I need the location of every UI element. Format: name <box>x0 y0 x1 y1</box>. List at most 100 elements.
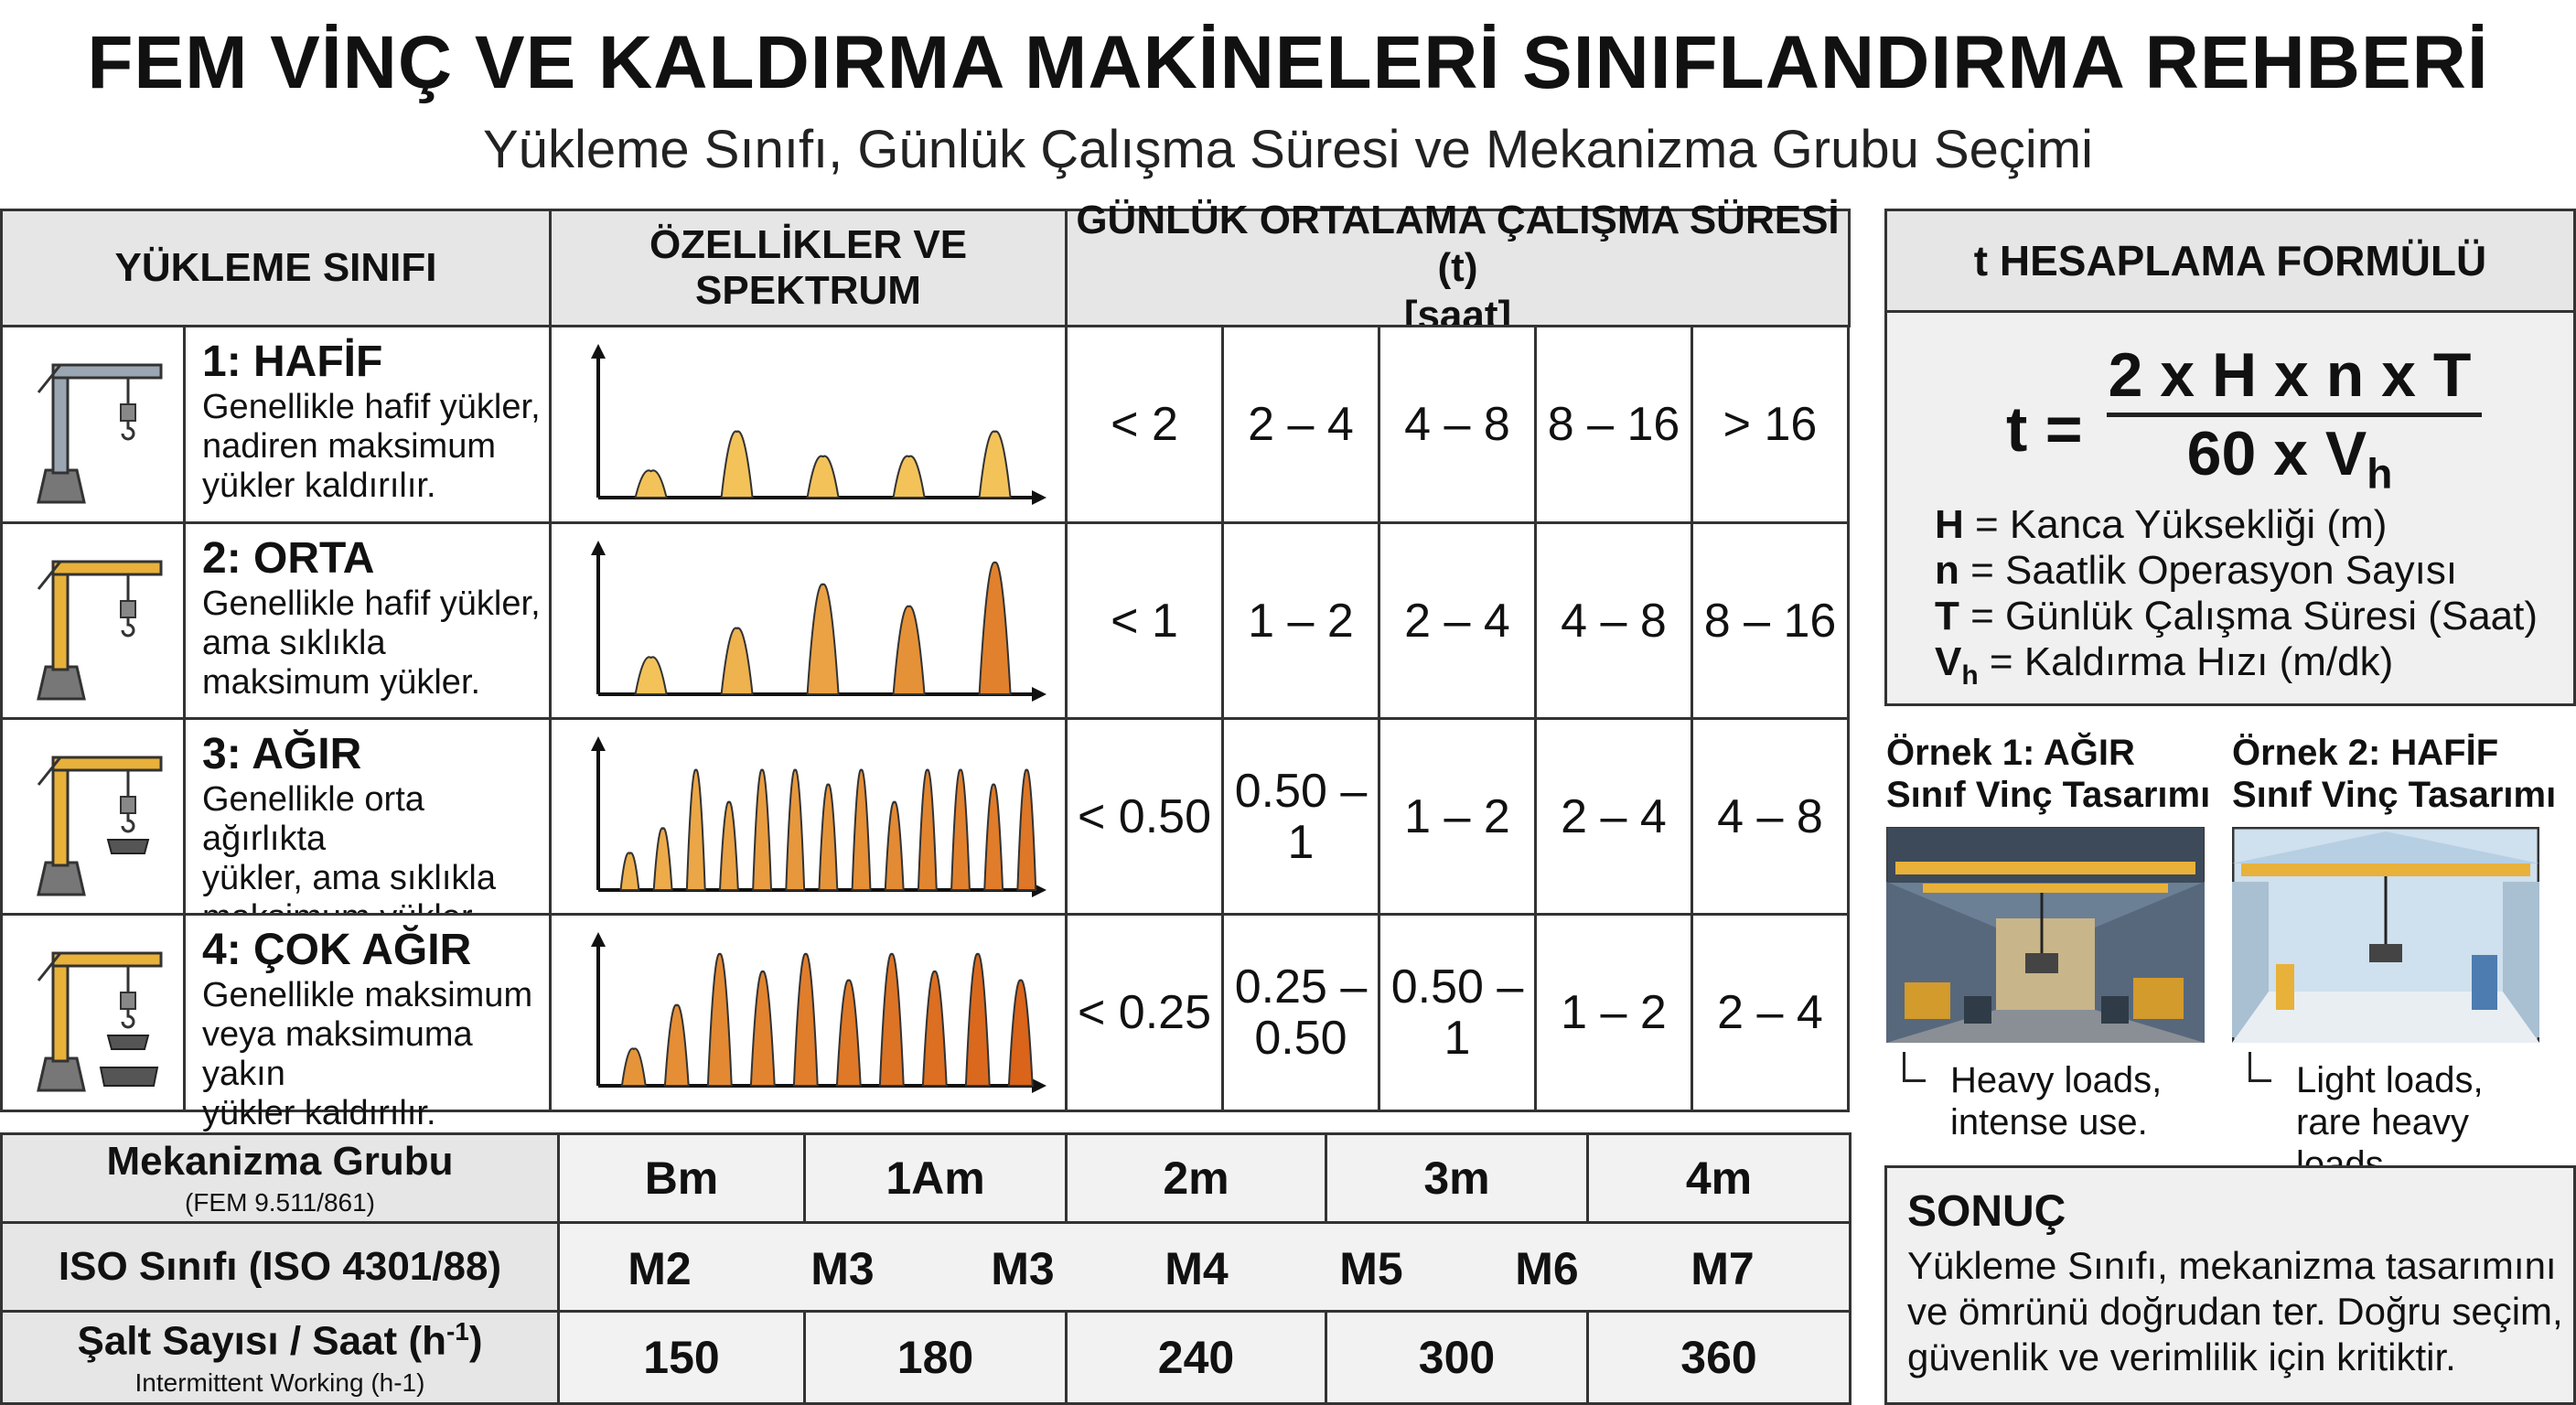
spectrum-x-arrow <box>1031 1078 1046 1093</box>
load-spectrum-chart <box>590 932 1046 1093</box>
mech-group-cell: 2m <box>1065 1132 1327 1224</box>
duration-cell: 0.25 –0.50 <box>1221 913 1380 1112</box>
variable-symbol: n <box>1935 548 1959 593</box>
class-description: 4: ÇOK AĞIR Genellikle maksimum veya maksi… <box>202 925 549 1133</box>
duration-value: 0.50 <box>1254 1012 1347 1065</box>
spectrum-peak <box>892 605 926 695</box>
duration-cell: 0.50 – 1 <box>1378 913 1537 1112</box>
spectrum-peak <box>851 768 872 891</box>
class-description-line: Genellikle hafif yükler, <box>202 585 541 623</box>
heavy-workshop-illustration <box>1886 827 2205 1043</box>
duration-value: 8 – 16 <box>1703 595 1837 648</box>
class-2-icon-cell <box>0 521 186 721</box>
spectrum-peak <box>719 430 754 499</box>
variable-description: = Kaldırma Hızı (m/dk) <box>1978 639 2394 684</box>
spectrum-peak <box>977 430 1012 499</box>
duration-value: 1 – 2 <box>1248 595 1354 648</box>
spectrum-peak <box>706 952 733 1087</box>
class-4-spectrum-cell <box>549 913 1068 1112</box>
duration-cell: 2 – 4 <box>1221 325 1380 524</box>
duration-cell: 2 – 4 <box>1690 913 1850 1112</box>
formula-denominator: 60 x Vh <box>2186 419 2393 498</box>
class-2-description-cell: 2: ORTA Genellikle hafif yükler, ama sıklı… <box>183 521 552 721</box>
example-2-arrow-icon <box>2249 1052 2271 1082</box>
duration-cell: 8 – 16 <box>1534 325 1693 524</box>
formula-panel: t HESAPLAMA FORMÜLÜ t = 2 x H x n x T 60… <box>1884 209 2576 706</box>
duration-value: 2 – 4 <box>1717 986 1823 1039</box>
duration-cell: 4 – 8 <box>1378 325 1537 524</box>
spectrum-peak <box>792 952 819 1087</box>
duration-cell: 1 – 2 <box>1534 913 1693 1112</box>
class-description-line: ama sıklıkla <box>202 624 386 662</box>
class-1-spectrum-cell <box>549 325 1068 524</box>
duration-cell: < 1 <box>1065 521 1224 721</box>
spectrum-x-arrow <box>1031 490 1046 505</box>
duration-cell: < 0.50 <box>1065 717 1224 917</box>
crane-icon <box>36 363 162 504</box>
header-loading-class: YÜKLEME SINIFI <box>0 209 552 327</box>
duration-value: > 16 <box>1723 398 1818 451</box>
header-spectrum: ÖZELLİKLER VE SPEKTRUM <box>549 209 1068 327</box>
spectrum-peak <box>618 852 640 891</box>
switch-value-cell: 360 <box>1586 1310 1852 1405</box>
class-name: 4: ÇOK AĞIR <box>202 926 472 974</box>
spectrum-peak <box>921 971 948 1087</box>
mech-group-cell: 3m <box>1325 1132 1589 1224</box>
iso-class-row: M2 M3 M3 M4 M5 M6 M7 <box>557 1221 1852 1313</box>
spectrum-peak <box>620 1047 647 1087</box>
spectrum-y-arrow <box>590 736 606 751</box>
formula-variable: Vh = Kaldırma Hızı (m/dk) <box>1935 639 2538 699</box>
duration-value: < 0.25 <box>1077 986 1212 1039</box>
mech-group-cell: 4m <box>1586 1132 1852 1224</box>
spectrum-peak <box>891 455 926 499</box>
switch-value-cell: 180 <box>803 1310 1068 1405</box>
spectrum-peak <box>685 768 706 891</box>
class-1-icon-cell <box>0 325 186 524</box>
conclusion-line: ve ömrünü doğrudan ter. Doğru seçim, <box>1907 1290 2563 1333</box>
duration-cell: 0.50 – 1 <box>1221 717 1380 917</box>
variable-symbol: T <box>1935 594 1959 638</box>
spectrum-peak <box>663 1003 690 1087</box>
duration-cell: 2 – 4 <box>1378 521 1537 721</box>
duration-value: 2 – 4 <box>1404 595 1510 648</box>
duration-value: 2 – 4 <box>1561 790 1667 843</box>
duration-value: 4 – 8 <box>1561 595 1667 648</box>
duration-cell: 4 – 8 <box>1690 717 1850 917</box>
class-name: 1: HAFİF <box>202 338 383 386</box>
spectrum-peak <box>950 768 971 891</box>
duration-cell: 1 – 2 <box>1221 521 1380 721</box>
duration-value: 0.25 – <box>1234 960 1368 1014</box>
duration-cell: 1 – 2 <box>1378 717 1537 917</box>
class-3-description-cell: 3: AĞIR Genellikle orta ağırlıkta yükler, … <box>183 717 552 937</box>
spectrum-peak <box>719 627 754 695</box>
duration-value: 4 – 8 <box>1717 790 1823 843</box>
duration-cell: 4 – 8 <box>1534 521 1693 721</box>
crane-icon <box>36 951 162 1092</box>
iso-class-value: M6 <box>1515 1243 1579 1294</box>
spectrum-peak <box>835 979 862 1087</box>
duration-value: 2 – 4 <box>1248 398 1354 451</box>
switch-value-cell: 240 <box>1065 1310 1327 1405</box>
formula-variable: n = Saatlik Operasyon Sayısı <box>1935 548 2538 594</box>
spectrum-peak <box>884 800 905 891</box>
variable-description: = Saatlik Operasyon Sayısı <box>1959 548 2458 593</box>
formula-lhs: t = <box>2006 393 2083 465</box>
variable-description: = Günlük Çalışma Süresi (Saat) <box>1959 594 2538 638</box>
duration-value: 1 – 2 <box>1561 986 1667 1039</box>
duration-cell: < 0.25 <box>1065 913 1224 1112</box>
class-2-spectrum-cell <box>549 521 1068 721</box>
class-4-icon-cell <box>0 913 186 1112</box>
example-1-caption: Heavy loads, intense use. <box>1950 1060 2163 1142</box>
spectrum-peak <box>878 952 905 1087</box>
class-description-line: Genellikle hafif yükler, <box>202 388 541 426</box>
spectrum-peak <box>633 469 668 499</box>
class-description-line: Genellikle maksimum <box>202 976 533 1014</box>
class-description-line: Genellikle orta ağırlıkta <box>202 780 424 858</box>
example-1-title: Örnek 1: AĞIR Sınıf Vinç Tasarımı <box>1886 733 2211 815</box>
formula-fraction-bar <box>2107 413 2482 417</box>
duration-cell: > 16 <box>1690 325 1850 524</box>
spectrum-peak <box>633 656 668 695</box>
variable-symbol: H <box>1935 502 1964 547</box>
mech-group-cell: 1Am <box>803 1132 1068 1224</box>
iso-class-value: M3 <box>810 1243 875 1294</box>
